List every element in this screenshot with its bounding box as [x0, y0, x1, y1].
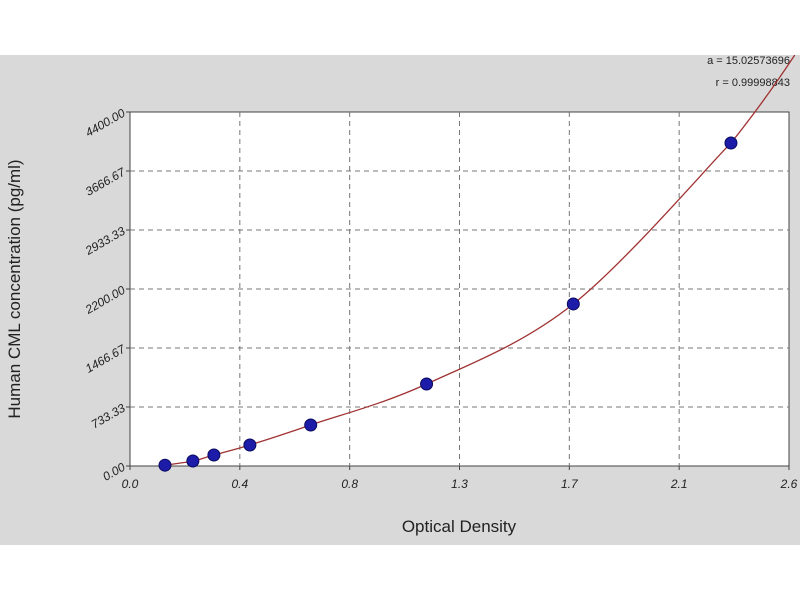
- annotation: r = 0.99998843: [716, 77, 790, 89]
- x-tick-label: 0.8: [341, 477, 358, 491]
- x-tick-label: 0.0: [122, 477, 139, 491]
- data-point: [243, 438, 257, 452]
- data-point: [158, 458, 172, 472]
- x-tick-label: 1.3: [451, 477, 468, 491]
- x-tick-label: 0.4: [231, 477, 248, 491]
- y-axis-title: Human CML concentration (pg/ml): [5, 159, 24, 418]
- x-axis-title: Optical Density: [402, 517, 517, 536]
- data-point: [420, 377, 434, 391]
- data-point: [566, 297, 580, 311]
- x-tick-label: 1.7: [561, 477, 579, 491]
- fit-curve: [164, 55, 796, 466]
- x-tick-label: 2.1: [670, 477, 688, 491]
- data-point: [186, 454, 200, 468]
- data-point: [304, 418, 318, 432]
- data-point: [207, 448, 221, 462]
- x-tick-label: 2.6: [780, 477, 798, 491]
- annotation: a = 15.02573696: [707, 55, 790, 67]
- data-point: [724, 136, 738, 150]
